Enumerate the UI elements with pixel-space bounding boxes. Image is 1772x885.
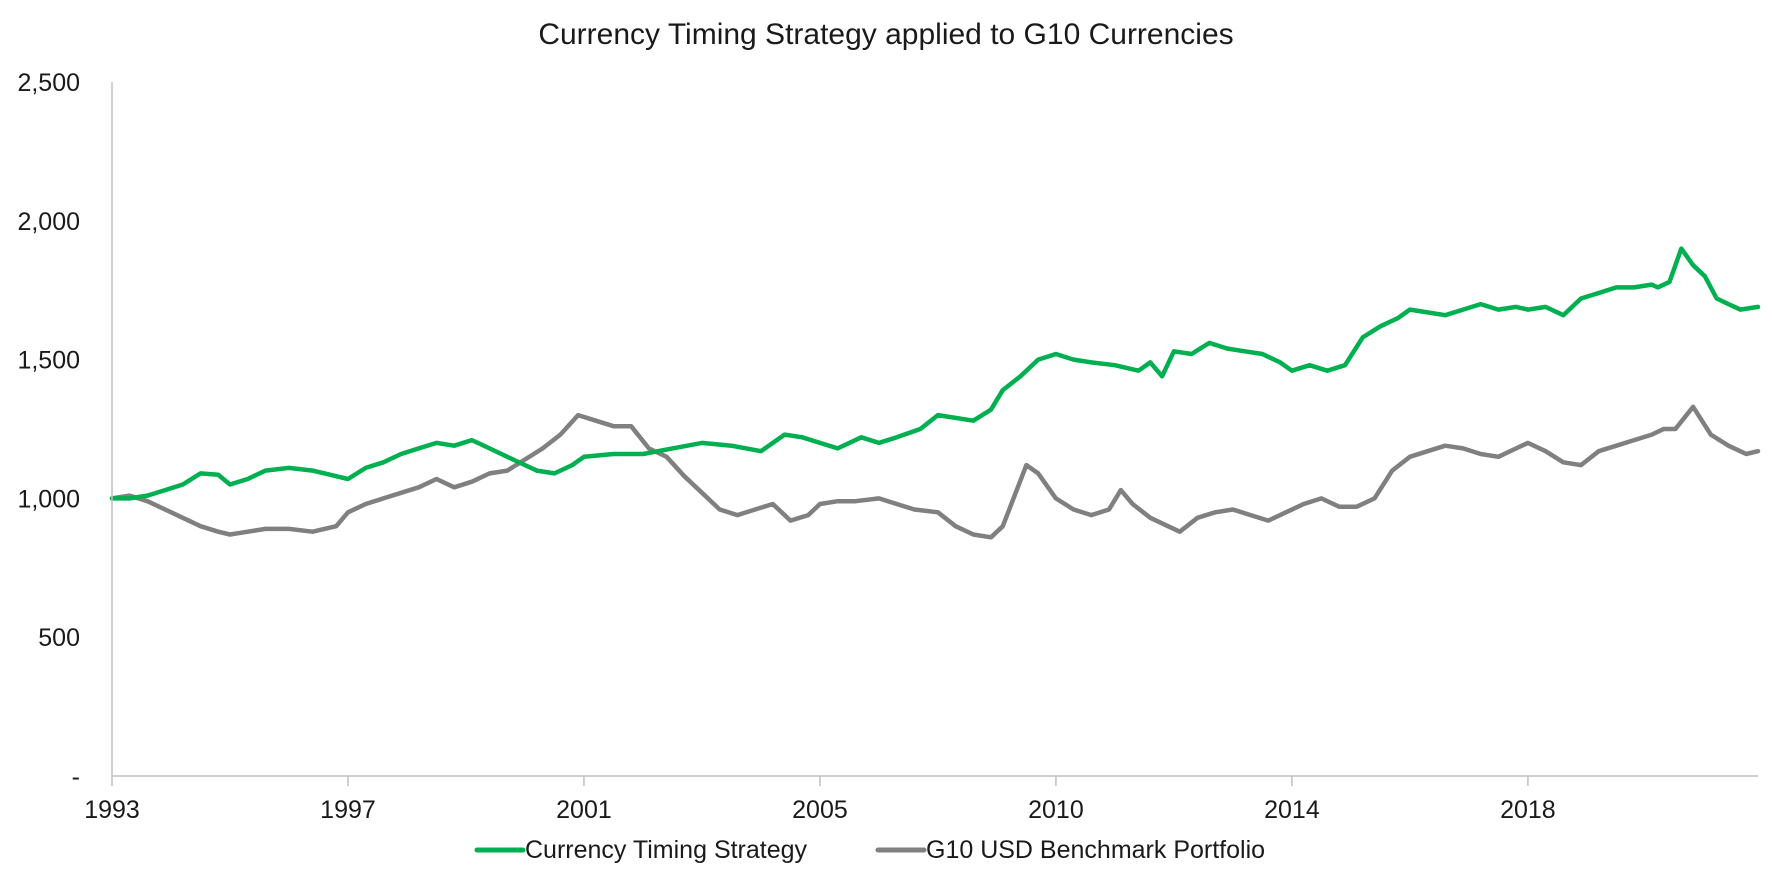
y-tick-label-1: 500: [38, 624, 80, 652]
x-tick-label-1: 1997: [320, 796, 376, 824]
y-tick-label-5: 2,500: [17, 69, 80, 97]
x-tick-label-0: 1993: [84, 796, 140, 824]
series-line-2: [109, 404, 1761, 540]
axes: - 500 1,000 1,500 2,000 2,500 1993 1997 2001 2005…: [17, 69, 1758, 824]
legend: Currency Timing Strategy G10 USD Benchmar…: [474, 836, 1265, 864]
legend-label-2: G10 USD Benchmark Portfolio: [926, 836, 1265, 864]
y-tick-label-3: 1,500: [17, 347, 80, 375]
x-tick-label-5: 2014: [1264, 796, 1320, 824]
y-tick-label-0: -: [72, 763, 80, 791]
series-line-1: [109, 246, 1761, 501]
x-tick-label-6: 2018: [1500, 796, 1556, 824]
plot-area: [109, 246, 1761, 540]
y-tick-label-2: 1,000: [17, 485, 80, 513]
x-tick-label-2: 2001: [556, 796, 612, 824]
y-tick-label-4: 2,000: [17, 208, 80, 236]
x-tick-label-4: 2010: [1028, 796, 1084, 824]
legend-label-1: Currency Timing Strategy: [525, 836, 808, 864]
chart-title: Currency Timing Strategy applied to G10 …: [538, 18, 1233, 51]
x-tick-label-3: 2005: [792, 796, 848, 824]
